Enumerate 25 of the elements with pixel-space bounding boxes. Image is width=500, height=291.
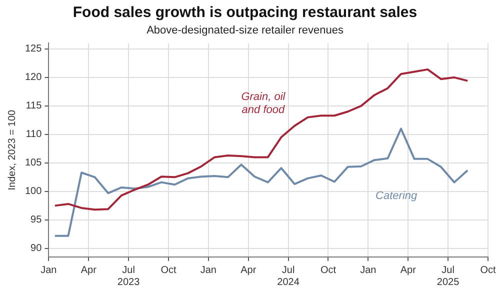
x-tick-label: Jul 2023: [117, 264, 140, 288]
x-tick-label: Apr: [400, 264, 417, 276]
y-axis-title: Index, 2023 = 100: [6, 109, 18, 190]
x-tick-label: Oct: [480, 264, 496, 276]
x-tick-label: Jul 2025: [436, 264, 460, 288]
chart-subtitle: Above-designated-size retailer revenues: [146, 24, 344, 37]
x-tick-label: Jan: [40, 264, 57, 276]
y-tick-label: 105: [24, 158, 42, 169]
series-label: Grain, oil and food: [241, 91, 286, 116]
y-tick-label: 90: [30, 243, 42, 254]
text: Catering: [376, 190, 418, 202]
x-tick-label: Jan: [200, 264, 216, 276]
x-tick-label: Oct: [160, 264, 176, 276]
x-tick-label: Oct: [320, 264, 336, 276]
y-tick-label: 100: [24, 186, 42, 198]
x-tick-label: Apr: [80, 264, 98, 276]
y-tick-label: 120: [24, 72, 42, 84]
x-tick-label: Apr: [240, 264, 257, 276]
x-tick-label: Jan: [360, 264, 376, 276]
x-tick-label: Jul 2024: [277, 264, 300, 288]
chart-title: Food sales growth is outpacing restaurant sales: [72, 4, 418, 22]
y-tick-label: 125: [24, 44, 42, 55]
y-tick-label: 110: [26, 129, 42, 140]
y-tick-label: 95: [30, 214, 42, 226]
y-tick-label: 115: [26, 100, 42, 112]
